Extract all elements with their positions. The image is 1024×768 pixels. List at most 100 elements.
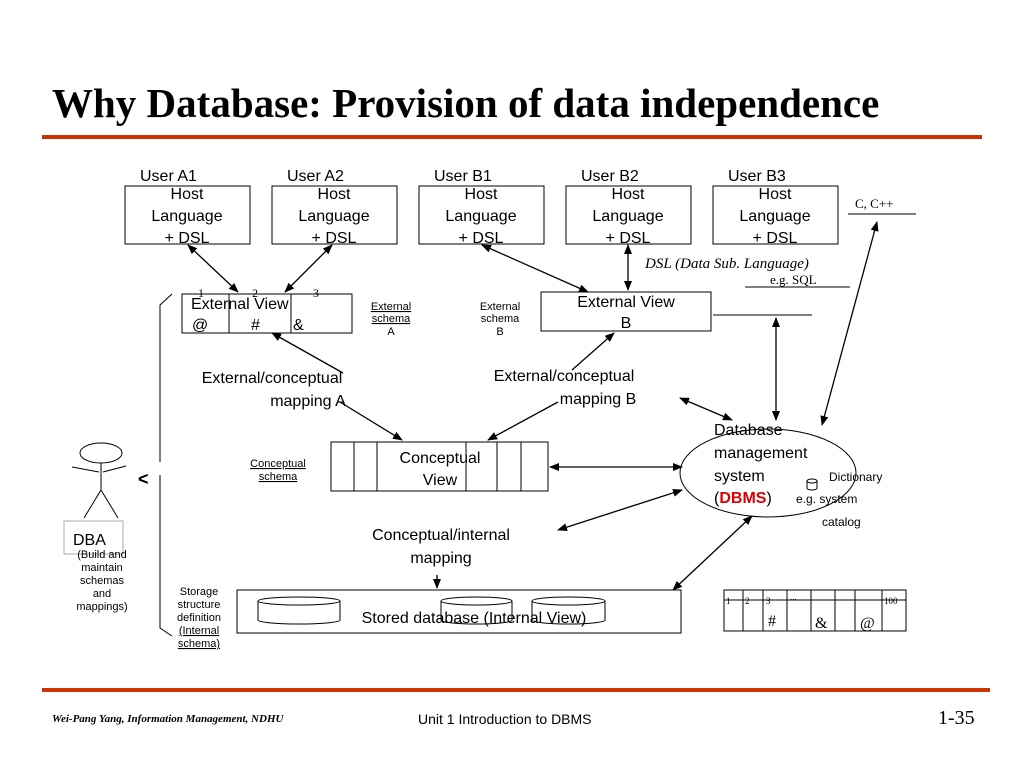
- svg-text:Storage: Storage: [180, 586, 219, 598]
- external-schema-a-label: External schema A: [371, 301, 411, 338]
- conceptual-view: Conceptual View: [330, 441, 549, 492]
- svg-text:&: &: [815, 615, 828, 632]
- external-view-b: External View B: [540, 291, 712, 332]
- svg-text:External View: External View: [191, 296, 289, 313]
- user-label: User A2: [287, 168, 344, 185]
- external-view-a: 1 2 3 External View @ # &: [181, 286, 353, 334]
- svg-text:maintain: maintain: [81, 562, 123, 574]
- user-box-line: Language: [151, 208, 222, 225]
- svg-text:External/conceptual: External/conceptual: [494, 368, 635, 385]
- svg-text:structure: structure: [178, 599, 221, 611]
- svg-text:Conceptual/internal: Conceptual/internal: [372, 527, 510, 544]
- svg-text:#: #: [768, 613, 776, 630]
- svg-text:(Build and: (Build and: [77, 549, 127, 561]
- svg-text:Conceptual: Conceptual: [250, 458, 306, 470]
- user-box-line: Language: [298, 208, 369, 225]
- arrow: [571, 332, 615, 371]
- svg-text:e.g. system: e.g. system: [796, 492, 857, 506]
- svg-text:External: External: [480, 301, 520, 313]
- dbms-name: DBMS: [719, 490, 766, 507]
- dba-description: (Build and maintain schemas and mappings…: [76, 549, 127, 613]
- svg-text:3: 3: [766, 596, 771, 606]
- user-box-line: + DSL: [606, 230, 651, 247]
- svg-text:1: 1: [198, 286, 204, 300]
- arrow: [284, 244, 333, 293]
- svg-text:&: &: [293, 317, 304, 334]
- svg-text:catalog: catalog: [822, 515, 861, 529]
- svg-text:External: External: [371, 301, 411, 313]
- footer-author: Wei-Pang Yang, Information Management, N…: [52, 713, 284, 725]
- arrow: [187, 244, 239, 293]
- svg-text:3: 3: [313, 286, 319, 300]
- svg-text:and: and: [93, 588, 111, 600]
- svg-text:#: #: [251, 317, 260, 334]
- svg-text:schema: schema: [481, 313, 520, 325]
- conceptual-schema-label: Conceptual schema: [250, 458, 306, 483]
- external-schema-b-label: External schema B: [480, 301, 520, 338]
- svg-text:mappings): mappings): [76, 601, 127, 613]
- dsl-note: DSL (Data Sub. Language): [644, 256, 809, 272]
- svg-text:schema): schema): [178, 638, 220, 650]
- user-box-line: Host: [171, 186, 204, 203]
- dba-bracket: [159, 293, 173, 637]
- user-box-line: + DSL: [753, 230, 798, 247]
- svg-text:Database: Database: [714, 422, 783, 439]
- arrow: [679, 397, 733, 421]
- dba-label: DBA: [73, 532, 106, 549]
- dsl-example: e.g. SQL: [770, 272, 817, 287]
- svg-text:1: 1: [726, 596, 731, 606]
- svg-text:schema: schema: [259, 471, 298, 483]
- svg-text:@: @: [860, 615, 875, 632]
- dba-box: [63, 520, 124, 555]
- storage-table: 1 2 3 ... 100 # & @: [723, 589, 907, 632]
- svg-text:B: B: [621, 315, 632, 332]
- svg-text:100: 100: [884, 596, 898, 606]
- storage-definition-label: Storage structure definition (Internal s…: [177, 586, 221, 650]
- mapping-b-label: External/conceptual mapping B: [494, 368, 637, 408]
- user-box-line: + DSL: [459, 230, 504, 247]
- svg-text:2: 2: [252, 286, 258, 300]
- dictionary-label: Dictionary e.g. system catalog: [796, 470, 882, 529]
- user-box-line: Host: [759, 186, 792, 203]
- database-cylinder-icon: [257, 596, 341, 625]
- svg-text:...: ...: [790, 592, 797, 602]
- dictionary-icon: [806, 478, 818, 491]
- arrows: [187, 221, 879, 591]
- arrow: [481, 244, 589, 293]
- user-box-line: Host: [465, 186, 498, 203]
- dba-figure-icon: [71, 442, 127, 519]
- arrow: [557, 488, 683, 532]
- svg-text:Dictionary: Dictionary: [829, 470, 882, 484]
- footer-divider: [42, 688, 990, 692]
- arrow: [487, 401, 559, 441]
- svg-text:B: B: [496, 326, 503, 338]
- svg-text:Conceptual: Conceptual: [400, 450, 481, 467]
- user-label: User B2: [581, 168, 639, 185]
- user-box-line: + DSL: [165, 230, 210, 247]
- dbms-ellipse: Database management system (DBMS): [679, 422, 857, 518]
- svg-text:2: 2: [745, 596, 750, 606]
- title-divider: [42, 135, 982, 139]
- user-label: User A1: [140, 168, 197, 185]
- c-cpp-label: C, C++: [855, 196, 894, 211]
- svg-text:(Internal: (Internal: [179, 625, 219, 637]
- user-label: User B1: [434, 168, 492, 185]
- svg-text:View: View: [423, 472, 458, 489]
- svg-text:mapping B: mapping B: [560, 391, 637, 408]
- user-box-line: Language: [445, 208, 516, 225]
- svg-text:mapping: mapping: [410, 550, 471, 567]
- user-box-line: Language: [739, 208, 810, 225]
- arrow: [672, 515, 753, 591]
- footer-unit: Unit 1 Introduction to DBMS: [418, 711, 592, 727]
- svg-text:External/conceptual: External/conceptual: [202, 370, 343, 387]
- user-box-line: Host: [318, 186, 351, 203]
- svg-text:mapping A: mapping A: [270, 393, 346, 410]
- svg-text:schema: schema: [372, 313, 411, 325]
- database-cylinder-icon: [531, 596, 606, 625]
